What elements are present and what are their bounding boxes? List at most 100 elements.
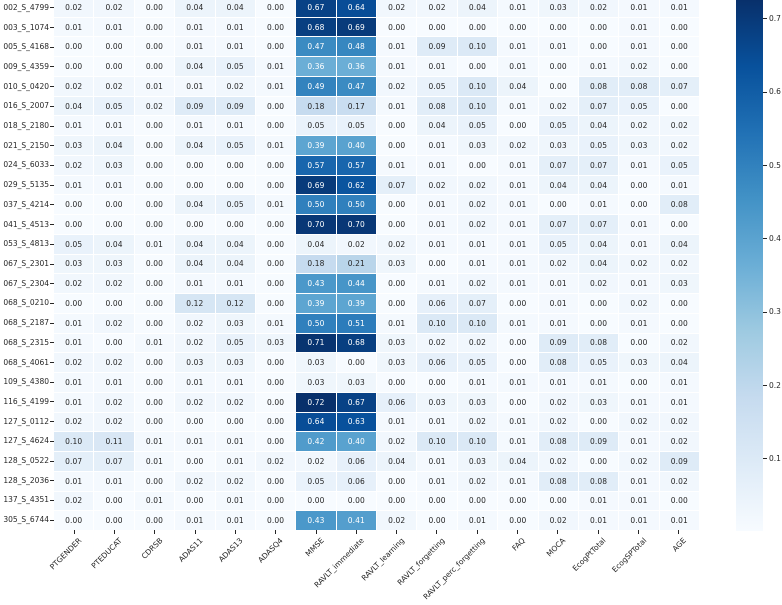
colorbar-tick-label: 0.3: [769, 307, 781, 317]
heatmap-cell: 0.00: [498, 491, 538, 511]
heatmap-cell: 0.00: [134, 313, 175, 333]
heatmap-cell: 0.41: [336, 511, 376, 530]
col-label: PTGENDER: [48, 536, 84, 572]
heatmap-cell: 0.04: [377, 452, 417, 471]
heatmap-cell: 0.00: [417, 17, 457, 37]
heatmap-cell: 0.03: [94, 155, 134, 175]
heatmap-cell: 0.00: [336, 491, 376, 511]
heatmap-cell: 0.10: [417, 313, 457, 333]
heatmap-cell: 0.00: [94, 333, 134, 353]
heatmap-cell: 0.02: [659, 432, 699, 452]
heatmap-cell: 0.01: [538, 274, 578, 294]
heatmap-cell: 0.04: [578, 254, 619, 274]
heatmap-cell: 0.02: [377, 234, 417, 254]
heatmap-cell: 0.03: [457, 452, 498, 471]
heatmap-cell: 0.01: [498, 274, 538, 294]
heatmap-cell: 0.04: [175, 57, 215, 76]
heatmap-cell: 0.04: [659, 353, 699, 373]
heatmap-cell: 0.00: [255, 392, 296, 412]
heatmap-cell: 0.03: [538, 0, 578, 17]
heatmap-cell: 0.01: [619, 17, 659, 37]
heatmap-cell: 0.01: [215, 116, 255, 136]
heatmap-cell: 0.00: [336, 353, 376, 373]
heatmap-cell: 0.00: [619, 373, 659, 392]
heatmap-cell: 0.01: [54, 392, 94, 412]
y-tick-mark: [50, 440, 54, 442]
heatmap-cell: 0.05: [215, 136, 255, 155]
heatmap-cell: 0.02: [417, 175, 457, 195]
heatmap-cell: 0.36: [336, 57, 376, 76]
heatmap-cell: 0.00: [134, 412, 175, 432]
heatmap-cell: 0.00: [255, 155, 296, 175]
heatmap-cell: 0.03: [215, 313, 255, 333]
heatmap-cell: 0.01: [619, 491, 659, 511]
heatmap-cell: 0.00: [538, 195, 578, 215]
heatmap-cell: 0.01: [417, 412, 457, 432]
heatmap-cell: 0.00: [255, 432, 296, 452]
x-tick-mark: [436, 530, 438, 534]
heatmap-cell: 0.02: [54, 155, 94, 175]
heatmap-cell: 0.00: [659, 313, 699, 333]
heatmap-cell: 0.01: [54, 333, 94, 353]
heatmap-cell: 0.04: [578, 234, 619, 254]
row-label: 029_S_5135: [3, 180, 49, 190]
heatmap-cell: 0.00: [578, 17, 619, 37]
heatmap-cell: 0.00: [457, 57, 498, 76]
heatmap-cell: 0.02: [619, 412, 659, 432]
heatmap-cell: 0.01: [498, 215, 538, 234]
row-label: 305_S_6744: [3, 515, 49, 525]
heatmap-cell: 0.01: [498, 175, 538, 195]
heatmap-cell: 0.01: [54, 17, 94, 37]
heatmap-cell: 0.03: [377, 353, 417, 373]
row-label: 053_S_4813: [3, 239, 49, 249]
heatmap-cell: 0.02: [54, 76, 94, 96]
heatmap-cell: 0.02: [54, 0, 94, 17]
heatmap-cell: 0.00: [134, 294, 175, 313]
heatmap-cell: 0.00: [417, 511, 457, 530]
heatmap-cell: 0.00: [377, 136, 417, 155]
heatmap-cell: 0.02: [215, 76, 255, 96]
x-tick-mark: [154, 530, 156, 534]
heatmap-cell: 0.00: [215, 412, 255, 432]
heatmap-cell: 0.00: [255, 294, 296, 313]
heatmap-cell: 0.02: [659, 254, 699, 274]
y-tick-mark: [50, 401, 54, 403]
heatmap-cell: 0.01: [215, 17, 255, 37]
heatmap-cell: 0.02: [578, 274, 619, 294]
heatmap-cell: 0.00: [134, 0, 175, 17]
heatmap-cell: 0.51: [336, 313, 376, 333]
heatmap-cell: 0.00: [255, 373, 296, 392]
heatmap-cell: 0.01: [619, 274, 659, 294]
heatmap-cell: 0.01: [255, 76, 296, 96]
heatmap-cell: 0.02: [498, 136, 538, 155]
heatmap-cell: 0.00: [255, 0, 296, 17]
heatmap-cell: 0.00: [659, 37, 699, 57]
heatmap-cell: 0.07: [538, 155, 578, 175]
heatmap-cell: 0.00: [134, 136, 175, 155]
heatmap-cell: 0.03: [54, 254, 94, 274]
heatmap-cell: 0.00: [498, 511, 538, 530]
heatmap-cell: 0.01: [134, 432, 175, 452]
row-label: 116_S_4199: [3, 396, 49, 406]
heatmap-cell: 0.00: [134, 254, 175, 274]
heatmap-cell: 0.08: [538, 353, 578, 373]
heatmap-cell: 0.00: [175, 412, 215, 432]
heatmap-cell: 0.08: [619, 76, 659, 96]
heatmap-cell: 0.02: [54, 353, 94, 373]
heatmap-cell: 0.01: [578, 57, 619, 76]
heatmap-cell: 0.00: [215, 155, 255, 175]
heatmap-cell: 0.02: [619, 254, 659, 274]
row-label: 041_S_4513: [3, 219, 49, 229]
heatmap-cell: 0.00: [377, 471, 417, 491]
heatmap-cell: 0.01: [619, 37, 659, 57]
heatmap-cell: 0.00: [255, 234, 296, 254]
heatmap-cell: 0.03: [578, 392, 619, 412]
heatmap-cell: 0.00: [175, 155, 215, 175]
heatmap-cell: 0.70: [336, 215, 376, 234]
heatmap-cell: 0.02: [94, 0, 134, 17]
heatmap-cell: 0.00: [255, 37, 296, 57]
heatmap-cell: 0.00: [377, 195, 417, 215]
heatmap-cell: 0.00: [54, 511, 94, 530]
heatmap-cell: 0.01: [578, 491, 619, 511]
